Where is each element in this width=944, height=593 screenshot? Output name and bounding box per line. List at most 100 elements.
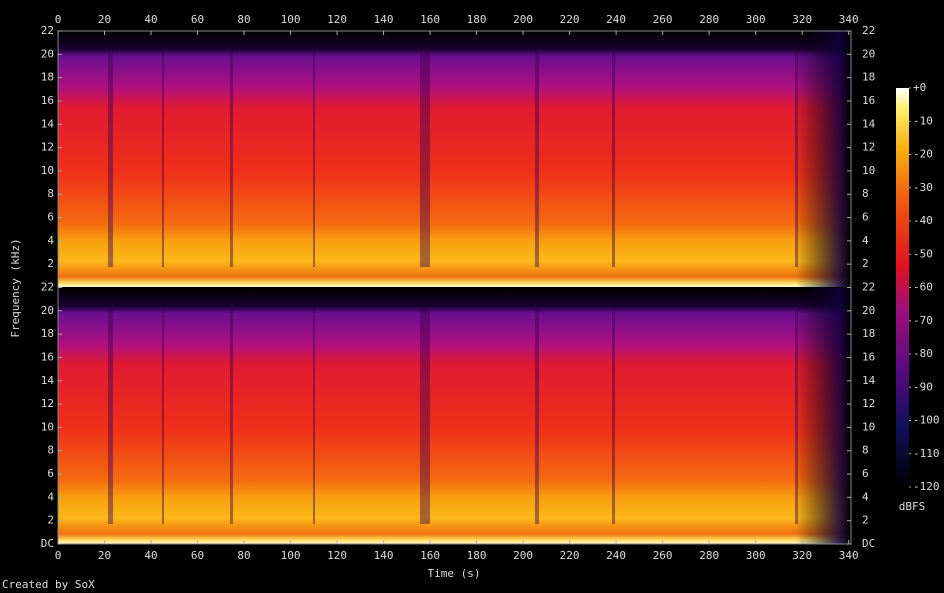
streak [535,51,539,267]
spectrogram-bottom [58,288,851,544]
y-tick-label: 12 [862,141,875,154]
y-tick-label: 4 [862,234,869,247]
x-tick-label: 320 [792,13,812,26]
y-tick-label: 22 [862,24,875,37]
streak [108,308,113,524]
colorbar-tick-label: -80 [913,347,933,360]
colorbar-tick-label: -90 [913,380,933,393]
y-tick-label: 22 [41,24,54,37]
x-tick-label: 160 [420,549,440,562]
spectrogram-fade [58,288,851,544]
y-tick-label: 12 [862,397,875,410]
x-tick-label: 40 [144,549,157,562]
x-tick-label: 140 [374,549,394,562]
y-tick-label: 10 [862,164,875,177]
streak [162,308,164,524]
colorbar-tick-label: -30 [913,181,933,194]
streak [535,308,539,524]
colorbar-tick-label: -60 [913,281,933,294]
x-tick-label: 220 [560,549,580,562]
x-tick-label: 240 [606,549,626,562]
y-tick-label: 8 [47,187,54,200]
y-tick-label: 22 [41,281,54,294]
y-tick-label: 4 [862,490,869,503]
y-tick-label: 6 [47,467,54,480]
y-tick-label: 22 [862,281,875,294]
y-tick-label: 2 [862,257,869,270]
x-tick-label: 140 [374,13,394,26]
x-tick-label: 160 [420,13,440,26]
y-tick-label: 6 [47,211,54,224]
y-tick-label: 8 [862,444,869,457]
colorbar-label: dBFS [899,500,926,513]
x-tick-label: 80 [237,549,250,562]
y-tick-label: 20 [41,47,54,60]
x-tick-label: 180 [467,13,487,26]
y-tick-label: 8 [47,444,54,457]
y-tick-label: DC [862,537,875,550]
y-tick-label: 16 [862,350,875,363]
y-tick-label: 18 [41,327,54,340]
y-tick-label: 14 [41,374,55,387]
y-tick-label: 10 [41,420,54,433]
colorbar-tick-label: -50 [913,247,933,260]
x-tick-label: 60 [191,549,204,562]
y-tick-label: 16 [862,94,875,107]
x-tick-label: 320 [792,549,812,562]
x-tick-label: 120 [327,549,347,562]
y-tick-label: DC [41,537,54,550]
x-tick-label: 0 [55,549,62,562]
y-tick-label: 20 [862,47,875,60]
y-tick-label: 10 [41,164,54,177]
y-tick-label: 18 [41,71,54,84]
colorbar-tick-label: -20 [913,148,933,161]
x-tick-label: 340 [839,549,859,562]
x-tick-label: 200 [513,549,533,562]
y-tick-label: 12 [41,397,54,410]
y-tick-label: 2 [47,514,54,527]
y-tick-label: 10 [862,420,875,433]
colorbar-tick-label: -110 [913,447,940,460]
x-tick-label: 0 [55,13,62,26]
x-tick-label: 180 [467,549,487,562]
x-tick-label: 100 [281,13,301,26]
streak [162,51,164,267]
x-tick-label: 280 [699,13,719,26]
x-tick-label: 260 [653,549,673,562]
x-tick-label: 300 [746,549,766,562]
colorbar [896,88,909,487]
streak [795,308,798,524]
y-tick-label: 4 [47,234,54,247]
colorbar-tick-label: -100 [913,414,940,427]
colorbar-tick-label: -40 [913,214,933,227]
y-tick-label: 20 [862,304,875,317]
y-tick-label: 16 [41,350,54,363]
y-tick-label: 14 [862,374,876,387]
x-tick-label: 240 [606,13,626,26]
y-tick-label: 16 [41,94,54,107]
colorbar-tick-label: -120 [913,480,940,493]
colorbar-tick-label: +0 [913,81,926,94]
x-tick-label: 120 [327,13,347,26]
streak [612,308,615,524]
x-tick-label: 80 [237,13,250,26]
x-tick-label: 40 [144,13,157,26]
x-tick-label: 60 [191,13,204,26]
x-tick-label: 20 [98,549,111,562]
y-tick-label: 14 [862,117,876,130]
y-tick-label: 12 [41,141,54,154]
streak [313,51,315,267]
x-tick-label: 300 [746,13,766,26]
streaks [108,51,798,524]
colorbar-tick-label: -10 [913,114,933,127]
y-tick-label: 18 [862,327,875,340]
y-tick-label: 8 [862,187,869,200]
streak [230,51,233,267]
x-tick-label: 20 [98,13,111,26]
spectrogram-top [58,31,851,287]
streak [420,308,430,524]
streak [230,308,233,524]
x-tick-label: 260 [653,13,673,26]
